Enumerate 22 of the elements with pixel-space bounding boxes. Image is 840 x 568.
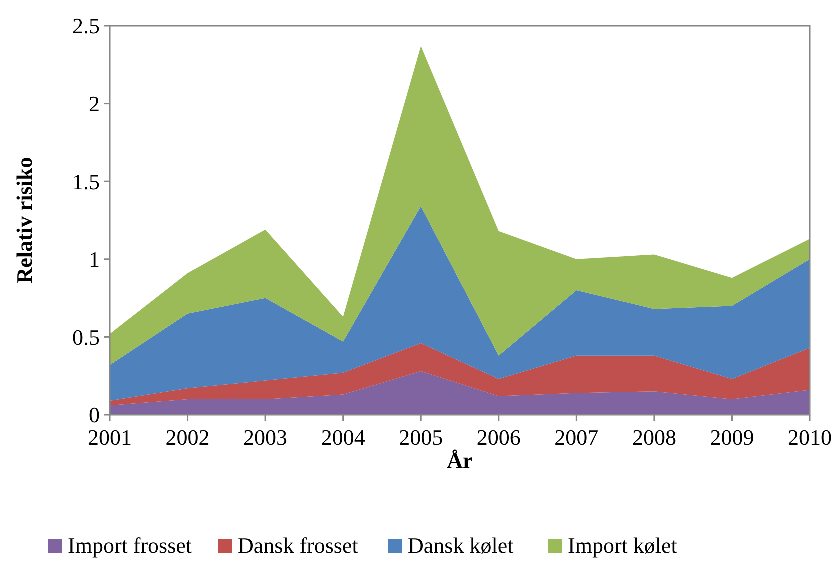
x-tick-label: 2006 <box>476 425 521 450</box>
legend-label: Import frosset <box>68 533 192 558</box>
x-tick-label: 2002 <box>166 425 210 450</box>
y-tick-label: 0.5 <box>72 324 100 350</box>
legend-label: Dansk kølet <box>408 533 514 558</box>
x-tick-label: 2008 <box>632 425 676 450</box>
y-tick-label: 1.5 <box>72 169 100 194</box>
x-axis-title: År <box>447 448 474 473</box>
y-tick-label: 2.5 <box>72 14 100 39</box>
y-axis-title: Relativ risiko <box>12 157 37 284</box>
y-tick-label: 2 <box>89 92 100 116</box>
x-tick-label: 2005 <box>399 425 444 450</box>
x-tick-label: 2004 <box>321 425 366 450</box>
x-tick-label: 2001 <box>88 425 132 450</box>
x-tick-label: 2003 <box>244 425 288 450</box>
y-tick-label: 1 <box>89 247 100 272</box>
legend-label: Import kølet <box>568 533 678 558</box>
y-tick-label: 0 <box>89 402 100 428</box>
legend-label: Dansk frosset <box>238 533 358 558</box>
x-tick-label: 2010 <box>788 425 832 450</box>
x-tick-label: 2007 <box>554 425 599 450</box>
x-tick-label: 2009 <box>710 425 754 450</box>
